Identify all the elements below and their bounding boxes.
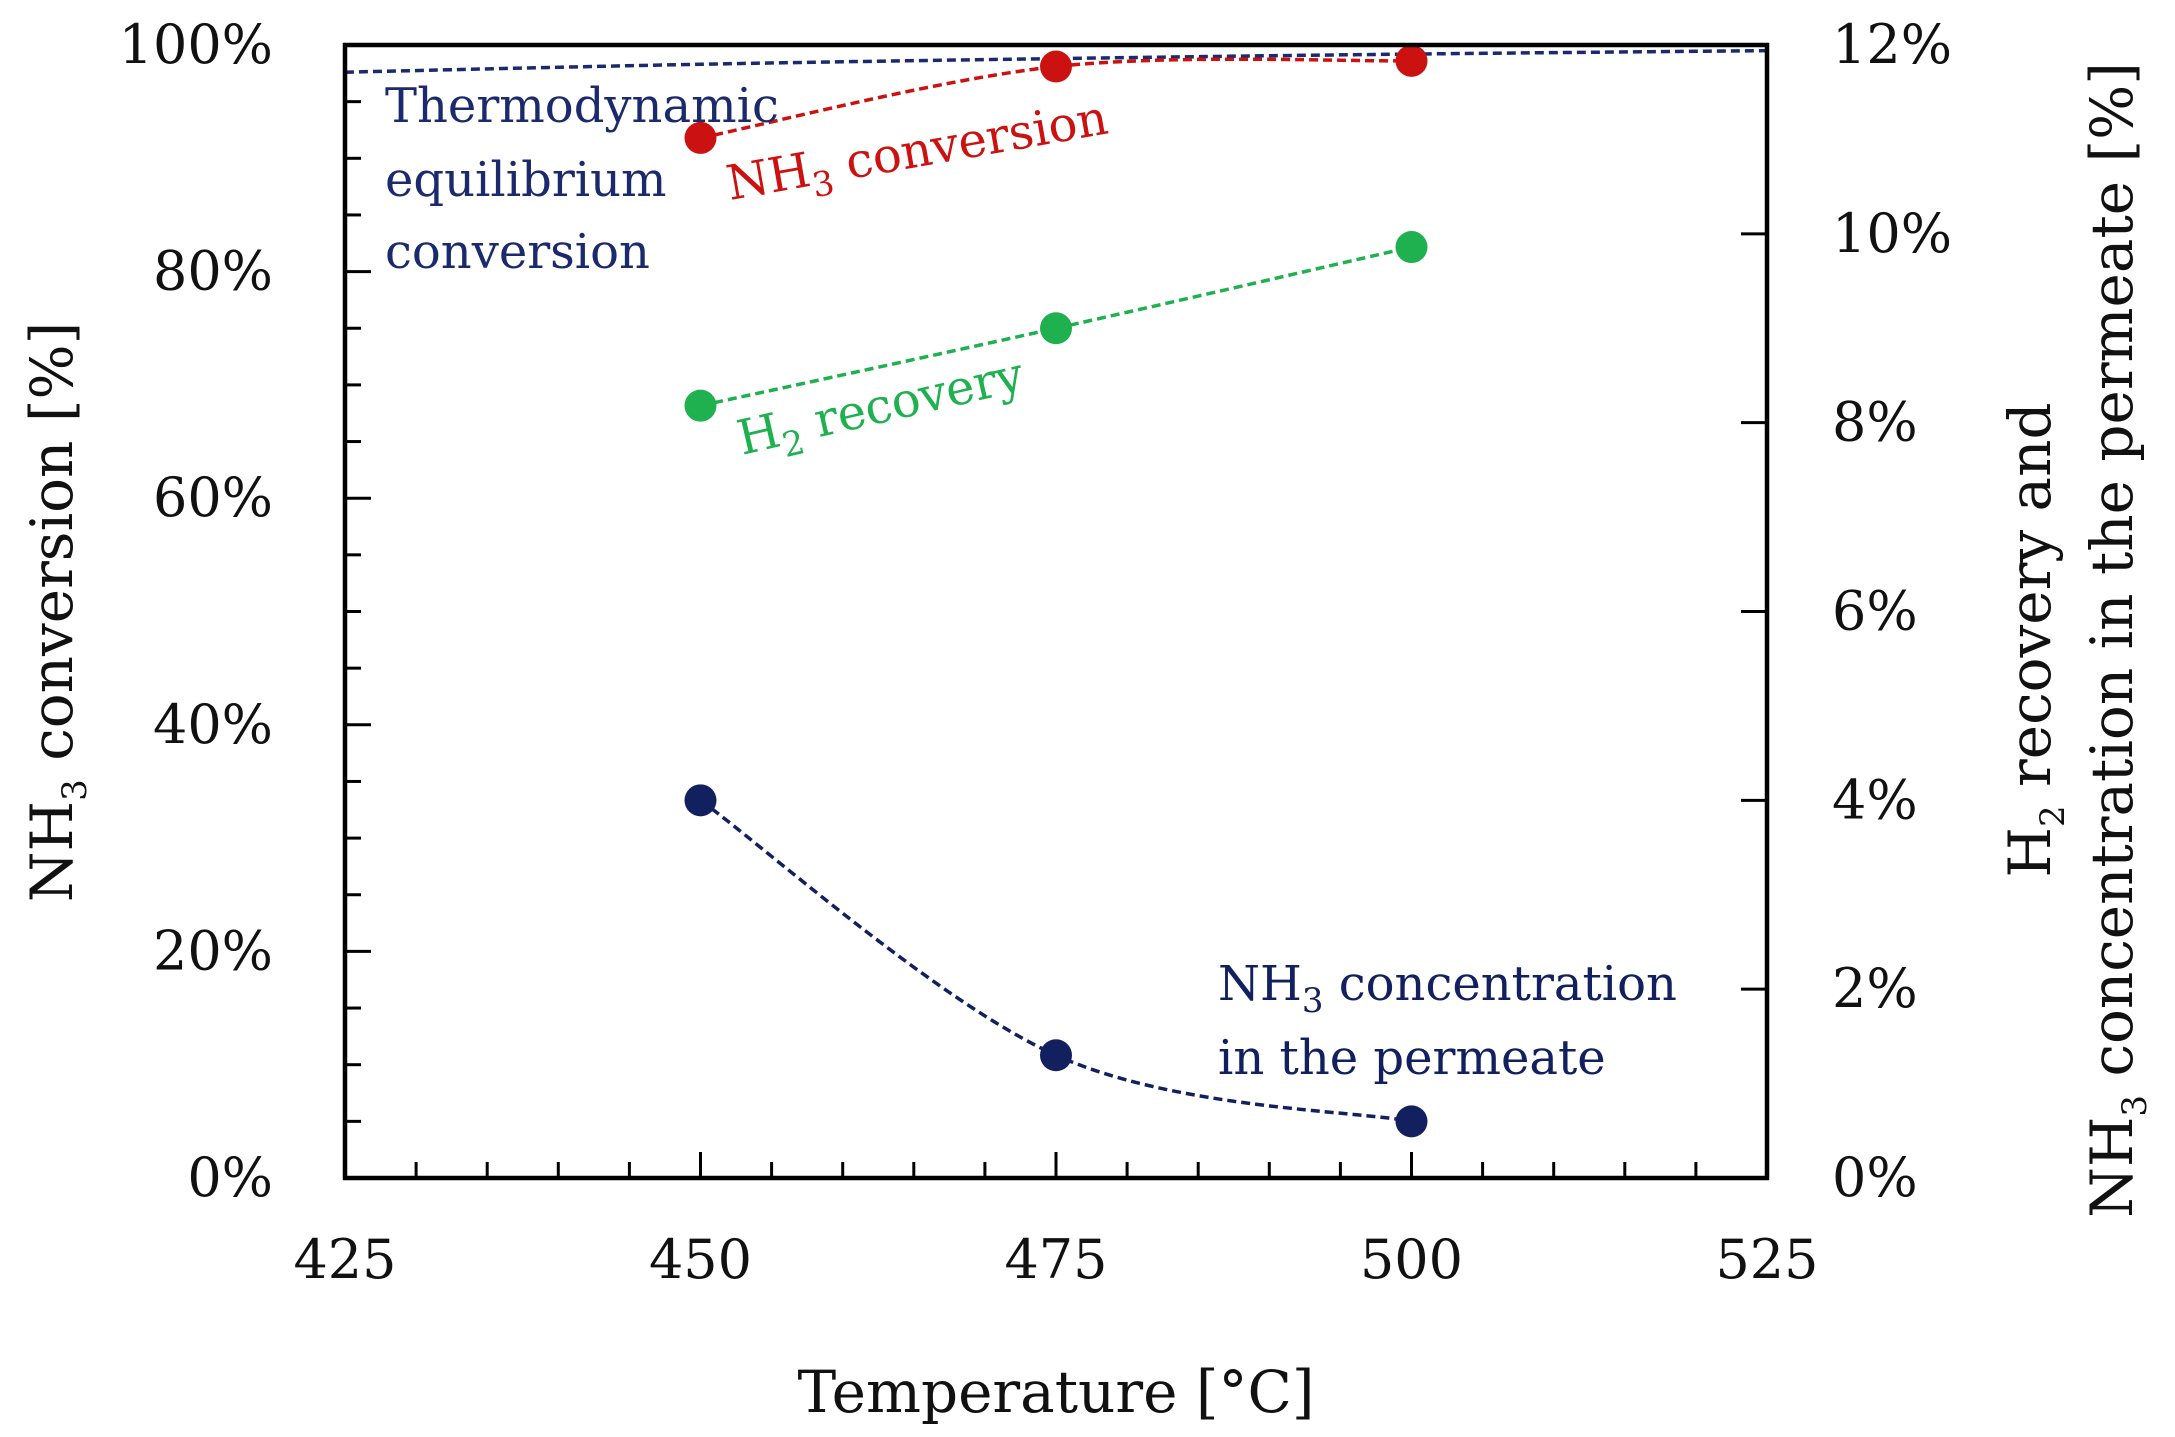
y-left-tick-label: 100% <box>119 13 273 76</box>
annotation-equilibrium-line2: equilibrium <box>385 152 667 208</box>
y-right-axis-title-line2: NH3 concentration in the permeate [%] <box>2078 62 2155 1218</box>
y-right-axis-title-line1: H2 recovery and <box>1996 402 2073 877</box>
data-point-h2-recovery <box>1040 312 1072 345</box>
y-left-tick-label: 0% <box>187 1146 273 1209</box>
data-point-h2-recovery <box>684 389 717 422</box>
x-axis-ticks: 425 450 475 500 525 <box>293 1152 1819 1291</box>
y-left-tick-label: 40% <box>153 693 273 756</box>
data-point-nh3-permeate-concentration <box>1395 1105 1428 1138</box>
y-right-tick-label: 2% <box>1832 957 1918 1020</box>
annotation-equilibrium-line1: Thermodynamic <box>385 78 779 134</box>
x-tick-label: 450 <box>649 1228 752 1291</box>
y-left-axis-ticks: 0% 20% 40% 60% 80% 100% <box>119 13 371 1209</box>
series-line-h2-recovery <box>700 245 1412 408</box>
x-tick-label: 475 <box>1004 1228 1107 1291</box>
x-axis-title: Temperature [°C] <box>797 1358 1314 1426</box>
plot-marks <box>344 44 1768 1138</box>
annotation-nh3-permeate-line1: NH3 concentration <box>1218 956 1677 1021</box>
y-left-tick-label: 20% <box>153 919 273 982</box>
y-right-tick-label: 0% <box>1832 1146 1918 1209</box>
data-point-h2-recovery <box>1395 231 1428 264</box>
annotation-nh3-permeate-line2: in the permeate <box>1218 1030 1606 1086</box>
x-tick-label: 525 <box>1715 1228 1818 1291</box>
y-left-tick-label: 60% <box>153 466 273 529</box>
y-right-axis-ticks: 0% 2% 4% 6% 8% 10% 12% <box>1741 13 1952 1209</box>
y-right-tick-label: 12% <box>1832 13 1952 76</box>
x-tick-label: 500 <box>1360 1228 1463 1291</box>
y-right-tick-label: 10% <box>1832 202 1952 265</box>
data-point-nh3-permeate-concentration <box>1040 1039 1072 1072</box>
y-right-tick-label: 6% <box>1832 580 1918 643</box>
y-left-axis-title: NH3 conversion [%] <box>18 322 95 902</box>
data-point-nh3-permeate-concentration <box>684 784 717 817</box>
x-tick-label: 425 <box>293 1228 396 1291</box>
data-point-nh3-conversion <box>1040 50 1072 83</box>
annotation-nh3-conversion: NH3 conversion <box>722 90 1113 221</box>
series-line-nh3-conversion <box>700 57 1412 140</box>
y-right-tick-label: 8% <box>1832 391 1918 454</box>
y-left-tick-label: 80% <box>153 240 273 303</box>
data-point-nh3-conversion <box>1395 44 1428 77</box>
y-right-tick-label: 4% <box>1832 768 1918 831</box>
annotation-equilibrium-line3: conversion <box>385 224 650 280</box>
data-point-nh3-conversion <box>684 121 717 154</box>
series-line-equilibrium-conversion <box>344 48 1768 74</box>
